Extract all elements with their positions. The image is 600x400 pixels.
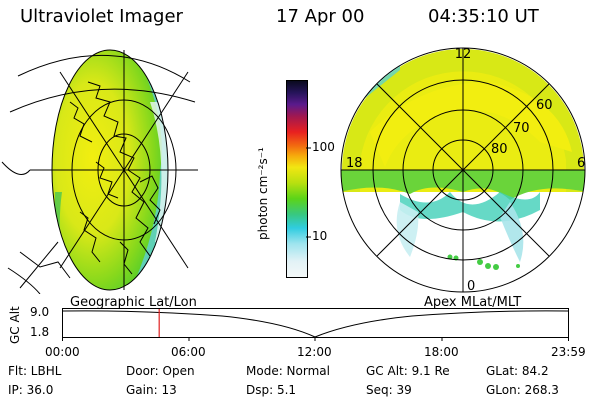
y-tick-1-8: 1.8	[30, 325, 50, 339]
gc-alt-info: GC Alt: 9.1 Re	[366, 364, 450, 378]
mlt-label-12: 12	[455, 47, 472, 62]
filter-info: Flt: LBHL	[8, 364, 62, 378]
mlat-label-70: 70	[513, 121, 530, 136]
color-scale-bar	[286, 80, 308, 278]
colorbar-tick-100: 100	[312, 140, 335, 154]
polar-mlt-map: 12 18 6 0 60 70 80	[340, 47, 586, 294]
mode-info: Mode: Normal	[246, 364, 330, 378]
x-tick-0600: 06:00	[171, 345, 206, 359]
altitude-timeline-plot	[62, 308, 569, 341]
auroral-spots	[447, 254, 520, 270]
glon-info: GLon: 268.3	[486, 383, 559, 397]
mlt-label-6: 6	[577, 156, 585, 171]
mlt-label-0: 0	[467, 279, 475, 294]
date-label: 17 Apr 00	[276, 6, 365, 27]
x-tick-1200: 12:00	[297, 345, 332, 359]
y-tick-9-0: 9.0	[30, 305, 50, 319]
x-tick-2359: 23:59	[551, 345, 586, 359]
ip-info: IP: 36.0	[8, 383, 54, 397]
gc-alt-axis-label: GC Alt	[8, 306, 22, 344]
mlt-label-18: 18	[346, 156, 363, 171]
seq-info: Seq: 39	[366, 383, 412, 397]
coastline-outlines	[19, 81, 161, 279]
glat-info: GLat: 84.2	[486, 364, 549, 378]
polar-grid	[340, 47, 586, 293]
altitude-curve	[62, 310, 569, 338]
apex-mlat-mlt-title: Apex MLat/MLT	[424, 295, 522, 310]
time-label: 04:35:10 UT	[428, 6, 539, 27]
colorbar-tick-10: 10	[312, 229, 328, 243]
geographic-map	[1, 49, 198, 294]
x-tick-1800: 18:00	[424, 345, 459, 359]
gain-info: Gain: 13	[126, 383, 177, 397]
mlat-label-60: 60	[536, 98, 553, 113]
x-tick-0000: 00:00	[45, 345, 80, 359]
door-info: Door: Open	[126, 364, 195, 378]
instrument-title: Ultraviolet Imager	[20, 6, 183, 27]
geographic-latlon-title: Geographic Lat/Lon	[70, 295, 197, 310]
mlat-label-80: 80	[491, 142, 508, 157]
dsp-info: Dsp: 5.1	[246, 383, 297, 397]
lat-lon-grid	[1, 49, 198, 294]
colorbar-tick-marks	[306, 147, 311, 238]
colorbar-unit-label: photon cm⁻²s⁻¹	[256, 147, 270, 240]
